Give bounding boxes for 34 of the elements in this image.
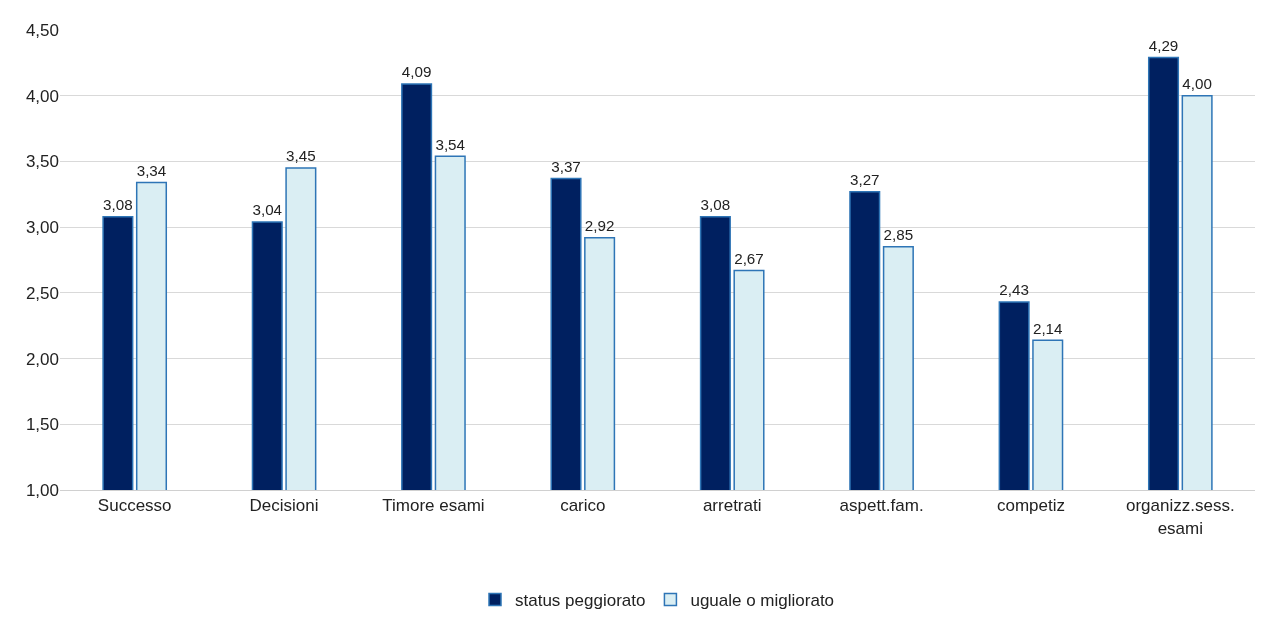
x-tick-label: competiz xyxy=(996,496,1065,516)
data-label: 3,04 xyxy=(252,201,283,219)
y-tick-label: 2,50 xyxy=(25,283,59,303)
data-label: 4,29 xyxy=(1148,37,1179,55)
y-tick-label: 3,50 xyxy=(25,152,59,172)
data-label: 3,45 xyxy=(286,147,316,165)
x-tick-label: arretrati xyxy=(702,496,762,516)
data-label: 2,92 xyxy=(584,217,615,235)
data-label: 3,37 xyxy=(551,157,581,175)
y-tick-label: 4,50 xyxy=(25,20,59,40)
data-label: 3,08 xyxy=(103,196,133,214)
legend-label: uguale o migliorato xyxy=(690,591,835,611)
data-label: 3,27 xyxy=(849,171,880,189)
data-label: 4,00 xyxy=(1182,75,1212,93)
x-tick-label: Decisioni xyxy=(249,496,319,516)
legend-label: status peggiorato xyxy=(515,591,646,611)
x-tick-label: carico xyxy=(560,496,606,516)
y-tick-label: 4,00 xyxy=(25,86,59,106)
y-tick-label: 3,00 xyxy=(25,218,59,238)
data-label: 2,67 xyxy=(734,249,764,267)
data-label: 4,09 xyxy=(401,63,432,81)
x-tick-label: organizz.sess. esami xyxy=(1125,496,1235,538)
data-label: 3,08 xyxy=(700,196,731,214)
x-tick-label: Successo xyxy=(97,496,172,516)
data-label: 3,54 xyxy=(435,135,466,153)
data-label: 2,43 xyxy=(999,281,1029,299)
x-tick-label: aspett.fam. xyxy=(839,496,924,516)
data-label: 3,34 xyxy=(136,161,167,179)
y-tick-label: 1,00 xyxy=(25,480,59,500)
x-tick-label: Timore esami xyxy=(382,496,485,516)
y-tick-label: 2,00 xyxy=(25,349,59,369)
data-label: 2,85 xyxy=(883,226,914,244)
data-label: 2,14 xyxy=(1032,319,1063,337)
y-tick-label: 1,50 xyxy=(25,415,59,435)
